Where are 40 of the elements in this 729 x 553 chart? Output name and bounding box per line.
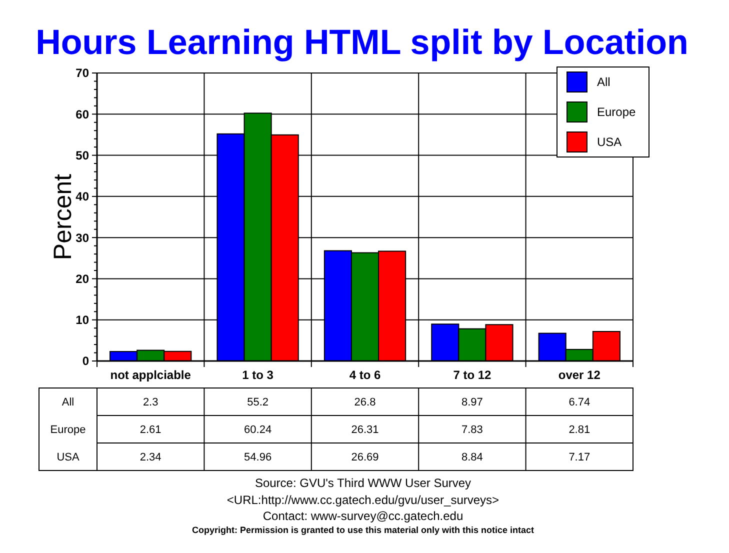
text: <URL:http://www.cc.gatech.edu/gvu/user_surveys> — [226, 493, 500, 508]
y-tick-label: 20 — [76, 272, 90, 286]
data-label: 7.17 — [568, 452, 590, 464]
legend-label: All — [597, 75, 610, 90]
y-axis-title: Percent — [49, 174, 77, 260]
data-label: 26.69 — [351, 452, 379, 464]
x-tick-label: 7 to 12 — [453, 368, 492, 382]
data-label: 2.3 — [142, 396, 158, 409]
data-label: 8.84 — [461, 452, 483, 464]
legend-label: USA — [597, 135, 622, 150]
data-label: 7.83 — [461, 424, 483, 436]
y-tick-label: 70 — [76, 66, 90, 80]
x-tick-label: not applciable — [110, 368, 192, 382]
x-tick-label: over 12 — [558, 368, 601, 382]
data-label: 60.24 — [244, 424, 272, 436]
y-tick-label: 30 — [76, 230, 90, 245]
legend-label: Europe — [597, 105, 636, 120]
text: USA — [56, 452, 80, 464]
text: All — [62, 396, 74, 409]
text: Contact: www-survey@cc.gatech.edu — [262, 509, 464, 524]
data-label: 26.31 — [351, 424, 379, 436]
y-tick-label: 60 — [76, 107, 90, 122]
x-tick-label: 4 to 6 — [349, 368, 381, 382]
source-note: Source: GVU's Third WWW User Survey — [254, 476, 472, 490]
data-label: 8.97 — [461, 396, 483, 409]
data-label: 2.81 — [568, 424, 590, 436]
data-label: 2.34 — [140, 452, 162, 464]
y-tick-label: 0 — [82, 354, 90, 368]
data-label: 54.96 — [244, 452, 272, 464]
data-label: 2.61 — [140, 424, 162, 436]
y-tick-label: 50 — [76, 148, 90, 162]
text: Europe — [50, 424, 86, 436]
y-tick-label: 40 — [76, 190, 90, 204]
chart-title: Hours Learning HTML split by Location — [36, 23, 688, 62]
data-label: 6.74 — [568, 396, 590, 409]
data-label: 26.8 — [354, 396, 376, 409]
data-label: 55.2 — [247, 396, 269, 409]
y-tick-label: 10 — [76, 313, 90, 328]
x-tick-label: 1 to 3 — [242, 368, 274, 382]
text: Copyright: Permission is granted to use this material only with this notice intact — [192, 525, 534, 536]
